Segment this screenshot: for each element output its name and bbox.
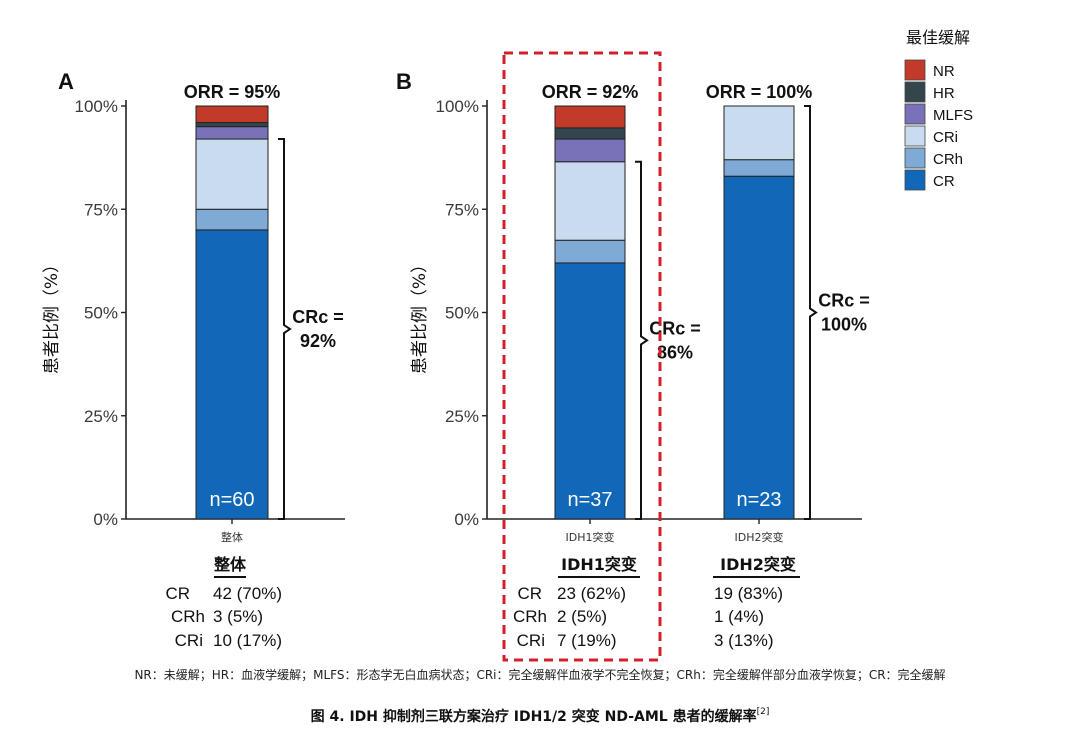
- y-tick-label-b-100: 100%: [436, 97, 479, 116]
- table-heading-idh2: IDH2突变: [720, 555, 796, 574]
- legend-swatch-cri: [904, 125, 926, 147]
- bars-layer: 整体 IDH1突变 IDH2突变: [195, 105, 795, 544]
- axes-layer: 0% 25% 50% 75% 100% 0% 25% 50% 75% 100%: [75, 97, 862, 529]
- y-axis-title-b: 患者比例（%）: [410, 256, 430, 374]
- table-value-idh1-cri: 7 (19%): [557, 631, 617, 650]
- table-label-idh1-cri: CRi: [517, 631, 545, 650]
- bar-segment-idh1-cri: [554, 161, 626, 241]
- table-label-overall-cr: CR: [165, 584, 190, 603]
- bar-segment-overall-crh: [195, 208, 269, 231]
- bar-segment-overall-nr: [195, 105, 269, 124]
- legend-label-nr: NR: [933, 63, 955, 80]
- footnote: NR：未缓解；HR：血液学缓解；MLFS：形态学无白血病状态；CRi：完全缓解伴…: [134, 667, 945, 682]
- bar-segment-idh2-crh: [723, 159, 795, 177]
- table-value-idh1-cr: 23 (62%): [557, 584, 626, 603]
- crc-label-idh1-line2: 86%: [657, 342, 693, 362]
- bar-segment-overall-cri: [195, 138, 269, 210]
- orr-label-overall: ORR = 95%: [184, 82, 281, 102]
- bar-segment-idh1-mlfs: [554, 138, 626, 163]
- orr-label-idh1: ORR = 92%: [542, 82, 639, 102]
- legend-swatch-nr: [904, 59, 926, 81]
- crc-bracket-overall: [278, 138, 292, 520]
- bar-segment-idh2-cr: [723, 175, 795, 520]
- n-label-idh2: n=23: [736, 489, 781, 511]
- crc-label-idh1-line1: CRc =: [649, 318, 701, 338]
- table-heading-idh1: IDH1突变: [561, 555, 637, 574]
- y-tick-label-b-25: 25%: [445, 407, 479, 426]
- crc-bracket-idh1: [635, 160, 649, 520]
- legend-items: NR HR MLFS CRi CRh CR: [904, 59, 973, 191]
- crc-label-overall-line1: CRc =: [292, 307, 344, 327]
- summary-table-idh1: IDH1突变 CR 23 (62%) CRh 2 (5%) CRi 7 (19%…: [513, 555, 640, 650]
- summary-table-idh2: IDH2突变 19 (83%) 1 (4%) 3 (13%): [713, 555, 800, 650]
- bar-segment-idh1-crh: [554, 239, 626, 264]
- y-tick-label-a-75: 75%: [84, 200, 118, 219]
- table-value-idh1-crh: 2 (5%): [557, 607, 607, 626]
- legend-swatch-mlfs: [904, 103, 926, 125]
- y-tick-label-b-50: 50%: [445, 304, 479, 323]
- bar-segment-idh1-cr: [554, 262, 626, 520]
- table-label-idh1-cr: CR: [517, 584, 542, 603]
- legend-swatch-hr: [904, 81, 926, 103]
- idh1-highlight-box: [502, 51, 662, 662]
- n-label-idh1: n=37: [567, 489, 612, 511]
- y-tick-label-b-75: 75%: [445, 200, 479, 219]
- y-tick-label-a-25: 25%: [84, 407, 118, 426]
- y-tick-label-a-100: 100%: [75, 97, 118, 116]
- legend-label-cr: CR: [933, 173, 955, 190]
- panel-label-b: B: [396, 69, 412, 94]
- table-value-idh2-cr: 19 (83%): [714, 584, 783, 603]
- bar-segment-overall-cr: [195, 229, 269, 520]
- y-tick-label-b-0: 0%: [454, 510, 479, 529]
- annotation-layer: ORR = 95% n=60 CRc = 92% ORR = 92% n=37 CRc = 8…: [184, 82, 870, 520]
- x-tick-label-idh2: IDH2突变: [735, 530, 784, 544]
- figure-caption-ref: [2]: [757, 707, 770, 717]
- x-tick-label-overall: 整体: [221, 530, 243, 544]
- bar-segment-idh2-cri: [723, 105, 795, 161]
- bar-segment-idh1-hr: [554, 127, 626, 140]
- legend-label-mlfs: MLFS: [933, 107, 973, 124]
- figure-caption: 图 4. IDH 抑制剂三联方案治疗 IDH1/2 突变 ND-AML 患者的缓…: [311, 707, 770, 725]
- bar-segment-overall-hr: [195, 122, 269, 128]
- table-value-overall-crh: 3 (5%): [213, 607, 263, 626]
- legend-label-hr: HR: [933, 85, 955, 102]
- bar-segment-idh1-nr: [554, 105, 626, 129]
- table-value-overall-cri: 10 (17%): [213, 631, 282, 650]
- bar-segment-overall-mlfs: [195, 126, 269, 140]
- legend-title: 最佳缓解: [906, 28, 970, 47]
- table-value-overall-cr: 42 (70%): [213, 584, 282, 603]
- y-axis-title-a: 患者比例（%）: [42, 256, 62, 374]
- y-tick-label-a-50: 50%: [84, 304, 118, 323]
- legend-swatch-crh: [904, 147, 926, 169]
- summary-table-overall: 整体 CR 42 (70%) CRh 3 (5%) CRi 10 (17%): [165, 555, 282, 650]
- x-tick-label-idh1: IDH1突变: [566, 530, 615, 544]
- crc-label-idh2-line1: CRc =: [818, 291, 870, 311]
- table-label-overall-cri: CRi: [175, 631, 203, 650]
- table-value-idh2-crh: 1 (4%): [714, 607, 764, 626]
- panel-label-a: A: [58, 69, 74, 94]
- y-tick-label-a-0: 0%: [93, 510, 118, 529]
- legend-swatch-cr: [904, 169, 926, 191]
- n-label-overall: n=60: [209, 489, 254, 511]
- figure-caption-text: 图 4. IDH 抑制剂三联方案治疗 IDH1/2 突变 ND-AML 患者的缓…: [311, 708, 757, 725]
- orr-label-idh2: ORR = 100%: [706, 82, 813, 102]
- legend: 最佳缓解 NR HR MLFS CRi CRh CR: [897, 28, 1033, 194]
- table-label-idh1-crh: CRh: [513, 607, 547, 626]
- legend-label-cri: CRi: [933, 129, 958, 146]
- crc-label-overall-line2: 92%: [300, 331, 336, 351]
- table-label-overall-crh: CRh: [171, 607, 205, 626]
- table-heading-overall: 整体: [213, 555, 247, 574]
- crc-bracket-idh2: [804, 105, 818, 520]
- table-value-idh2-cri: 3 (13%): [714, 631, 774, 650]
- crc-label-idh2-line2: 100%: [821, 315, 867, 335]
- legend-label-crh: CRh: [933, 151, 963, 168]
